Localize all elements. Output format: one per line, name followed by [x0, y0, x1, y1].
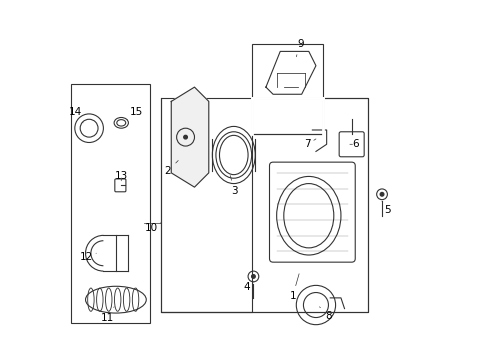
Bar: [71, 84, 149, 323]
Circle shape: [251, 275, 255, 278]
Text: 8: 8: [319, 307, 331, 321]
Bar: [251, 44, 323, 134]
Text: 6: 6: [349, 139, 358, 149]
Circle shape: [183, 135, 187, 139]
Text: 7: 7: [304, 139, 315, 149]
Text: 15: 15: [127, 107, 143, 120]
Text: 4: 4: [243, 282, 253, 292]
Text: 11: 11: [100, 307, 114, 323]
Text: 5: 5: [381, 202, 390, 215]
Text: 13: 13: [114, 171, 128, 181]
Text: 14: 14: [69, 107, 83, 123]
Text: 3: 3: [230, 176, 237, 196]
Polygon shape: [171, 87, 208, 187]
Circle shape: [380, 193, 383, 196]
Text: 12: 12: [80, 252, 96, 262]
Text: 1: 1: [289, 274, 299, 301]
Text: 9: 9: [296, 39, 303, 57]
Text: 2: 2: [164, 161, 178, 176]
Bar: [160, 98, 367, 312]
Text: 10: 10: [144, 223, 160, 233]
